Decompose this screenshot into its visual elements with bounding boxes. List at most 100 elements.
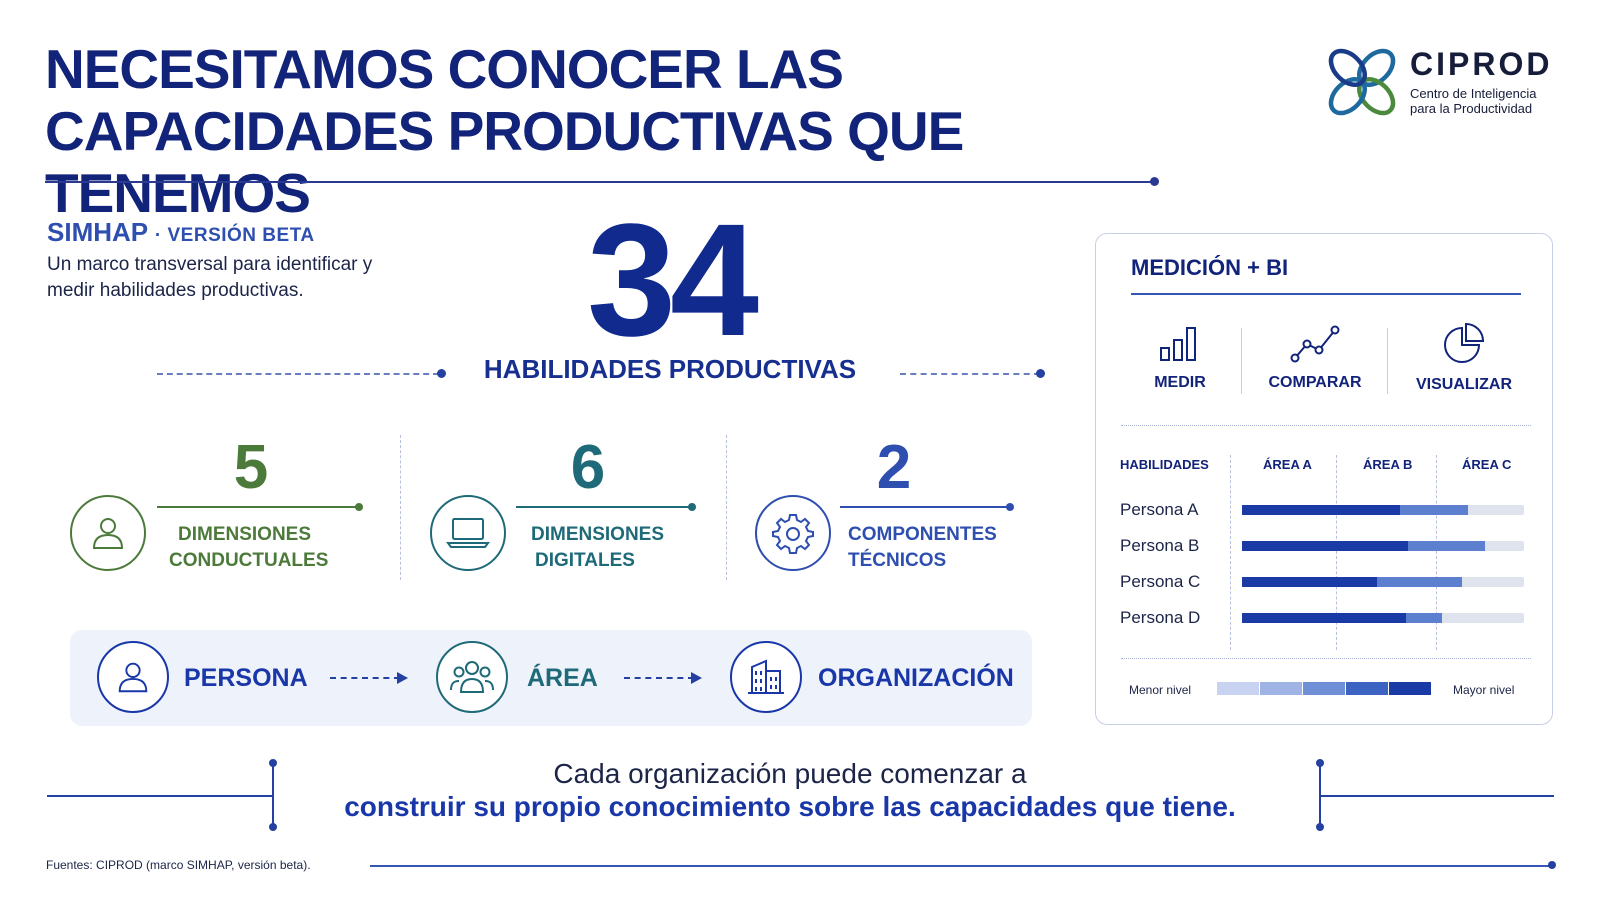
closing-right-dot-top (1316, 759, 1324, 767)
laptop-icon (446, 518, 490, 548)
table-row-bar (1242, 505, 1524, 515)
closing-left-bracket (272, 763, 274, 827)
digital-rule-dot (688, 503, 696, 511)
area-level-icon-circle (436, 641, 508, 713)
closing-right-dot-bottom (1316, 823, 1324, 831)
digital-label-line-2: DIGITALES (535, 550, 635, 571)
legend-low-label: Menor nivel (1129, 683, 1192, 697)
flow-arrowhead-1 (397, 672, 408, 684)
technical-rule-dot (1006, 503, 1014, 511)
table-row-bar (1242, 613, 1524, 623)
technical-label-line-2: TÉCNICOS (848, 550, 947, 571)
area-level-label: ÁREA (527, 664, 598, 692)
bar-segment-dark (1242, 577, 1378, 587)
bi-panel-title: MEDICIÓN + BI (1131, 255, 1289, 280)
legend-high-label: Mayor nivel (1453, 683, 1515, 697)
table-header-area-c: ÁREA C (1462, 457, 1512, 472)
tool-visualize: VISUALIZAR (1399, 322, 1529, 394)
digital-dimensions-label: DIMENSIONES DIGITALES (531, 522, 664, 574)
table-row-name: Persona C (1120, 572, 1201, 591)
flow-arrowhead-2 (691, 672, 702, 684)
closing-left-dot-top (269, 759, 277, 767)
headline-right-dot (1036, 369, 1045, 378)
legend-swatch (1217, 682, 1259, 695)
framework-name-text: SIMHAP (47, 217, 148, 247)
tool-separator-1 (1241, 328, 1242, 394)
line-chart-icon (1290, 325, 1340, 363)
organization-level-label: ORGANIZACIÓN (818, 664, 1014, 692)
table-row-name: Persona A (1120, 500, 1199, 519)
table-column-separator-3 (1436, 455, 1437, 650)
bar-chart-icon (1160, 327, 1196, 361)
closing-left-line (47, 795, 273, 797)
table-column-separator-1 (1230, 455, 1231, 650)
panel-divider-bottom (1121, 658, 1531, 659)
headline-left-dashes (157, 373, 439, 375)
bar-segment-dark (1242, 505, 1400, 515)
skills-label: HABILIDADES PRODUCTIVAS (483, 354, 857, 384)
legend-swatch (1260, 682, 1302, 695)
digital-dimensions-count: 6 (570, 433, 606, 502)
pie-chart-icon (1444, 322, 1485, 363)
tool-compare: COMPARAR (1250, 322, 1380, 392)
behavioral-rule-dot (355, 503, 363, 511)
table-row-name: Persona B (1120, 536, 1200, 555)
bar-segment-dark (1242, 541, 1409, 551)
person-level-icon-circle (97, 641, 169, 713)
technical-components-label: COMPONENTES TÉCNICOS (848, 522, 997, 574)
dimension-separator-1 (400, 435, 401, 580)
panel-divider-top (1121, 425, 1531, 426)
closing-line-1: Cada organización puede comenzar a (553, 758, 1027, 789)
table-header-area-a: ÁREA A (1263, 457, 1312, 472)
behavioral-label-line-1: DIMENSIONES (178, 524, 312, 545)
headline-right-dashes (900, 373, 1040, 375)
legend-swatch (1389, 682, 1431, 695)
flow-arrow-2 (624, 677, 694, 679)
behavioral-label-line-2: CONDUCTUALES (169, 550, 329, 571)
source-note: Fuentes: CIPROD (marco SIMHAP, versión b… (46, 858, 311, 872)
digital-rule (516, 506, 692, 508)
technical-components-count: 2 (876, 433, 912, 502)
legend-swatch (1303, 682, 1345, 695)
bi-panel-title-rule (1131, 293, 1521, 295)
logo-subtitle: Centro de Inteligencia para la Productiv… (1410, 86, 1580, 116)
person-icon (118, 662, 148, 693)
behavioral-dimensions-label: DIMENSIONES CONDUCTUALES (169, 522, 328, 574)
logo-name: CIPROD (1410, 46, 1553, 82)
bi-panel (1095, 233, 1553, 725)
technical-label-line-1: COMPONENTES (848, 524, 997, 545)
closing-right-line (1320, 795, 1554, 797)
technical-rule (840, 506, 1010, 508)
group-icon (450, 661, 494, 693)
ciprod-logo-icon (1328, 48, 1396, 116)
framework-name: SIMHAP · VERSIÓN BETA (47, 217, 315, 248)
page-title: NECESITAMOS CONOCER LAS CAPACIDADES PROD… (45, 38, 1165, 224)
flow-arrow-1 (330, 677, 400, 679)
logo-subtitle-line-1: Centro de Inteligencia (1410, 86, 1537, 101)
table-row-name: Persona D (1120, 608, 1201, 627)
digital-icon-circle (430, 495, 506, 571)
person-level-label: PERSONA (184, 664, 308, 692)
source-rule (370, 865, 1552, 867)
page-title-line-1: NECESITAMOS CONOCER LAS (45, 38, 844, 100)
page-title-line-2: CAPACIDADES PRODUCTIVAS QUE TENEMOS (45, 100, 964, 224)
tool-compare-label: COMPARAR (1268, 374, 1362, 391)
behavioral-dimensions-count: 5 (233, 433, 269, 502)
tool-separator-2 (1387, 328, 1388, 394)
tool-measure: MEDIR (1115, 322, 1245, 392)
table-row-bar (1242, 577, 1524, 587)
technical-icon-circle (755, 495, 831, 571)
table-header-area-b: ÁREA B (1363, 457, 1413, 472)
table-header-skills: HABILIDADES (1120, 457, 1209, 472)
title-divider-dot (1150, 177, 1159, 186)
headline-left-dot (437, 369, 446, 378)
behavioral-rule (157, 506, 357, 508)
ciprod-logo: CIPROD Centro de Inteligencia para la Pr… (1322, 40, 1582, 124)
dimension-separator-2 (726, 435, 727, 580)
digital-label-line-1: DIMENSIONES (531, 524, 665, 545)
framework-description: Un marco transversal para identificar y … (47, 254, 373, 301)
framework-version: · VERSIÓN BETA (154, 225, 315, 246)
gear-icon (772, 514, 814, 554)
table-column-separator-2 (1336, 455, 1337, 650)
closing-line-2: construir su propio conocimiento sobre l… (344, 791, 1236, 822)
